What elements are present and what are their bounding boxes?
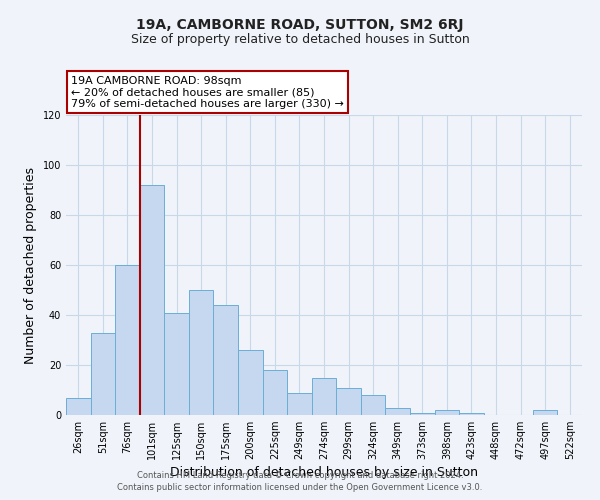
Bar [410,412,434,415]
Y-axis label: Number of detached properties: Number of detached properties [24,166,37,364]
Bar [263,370,287,415]
Bar [115,265,140,415]
Bar [336,388,361,415]
Bar [91,332,115,415]
Bar [385,408,410,415]
Text: 19A, CAMBORNE ROAD, SUTTON, SM2 6RJ: 19A, CAMBORNE ROAD, SUTTON, SM2 6RJ [136,18,464,32]
Bar [189,290,214,415]
Bar [238,350,263,415]
Bar [459,412,484,415]
Bar [66,398,91,415]
Text: Size of property relative to detached houses in Sutton: Size of property relative to detached ho… [131,32,469,46]
Bar [434,410,459,415]
Bar [312,378,336,415]
Text: Contains HM Land Registry data © Crown copyright and database right 2024.: Contains HM Land Registry data © Crown c… [137,471,463,480]
Text: Contains public sector information licensed under the Open Government Licence v3: Contains public sector information licen… [118,484,482,492]
Bar [140,185,164,415]
Bar [533,410,557,415]
X-axis label: Distribution of detached houses by size in Sutton: Distribution of detached houses by size … [170,466,478,479]
Bar [287,392,312,415]
Bar [214,305,238,415]
Bar [361,395,385,415]
Bar [164,312,189,415]
Text: 19A CAMBORNE ROAD: 98sqm
← 20% of detached houses are smaller (85)
79% of semi-d: 19A CAMBORNE ROAD: 98sqm ← 20% of detach… [71,76,344,109]
